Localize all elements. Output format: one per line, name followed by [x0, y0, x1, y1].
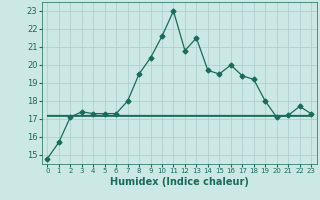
X-axis label: Humidex (Indice chaleur): Humidex (Indice chaleur): [110, 177, 249, 187]
